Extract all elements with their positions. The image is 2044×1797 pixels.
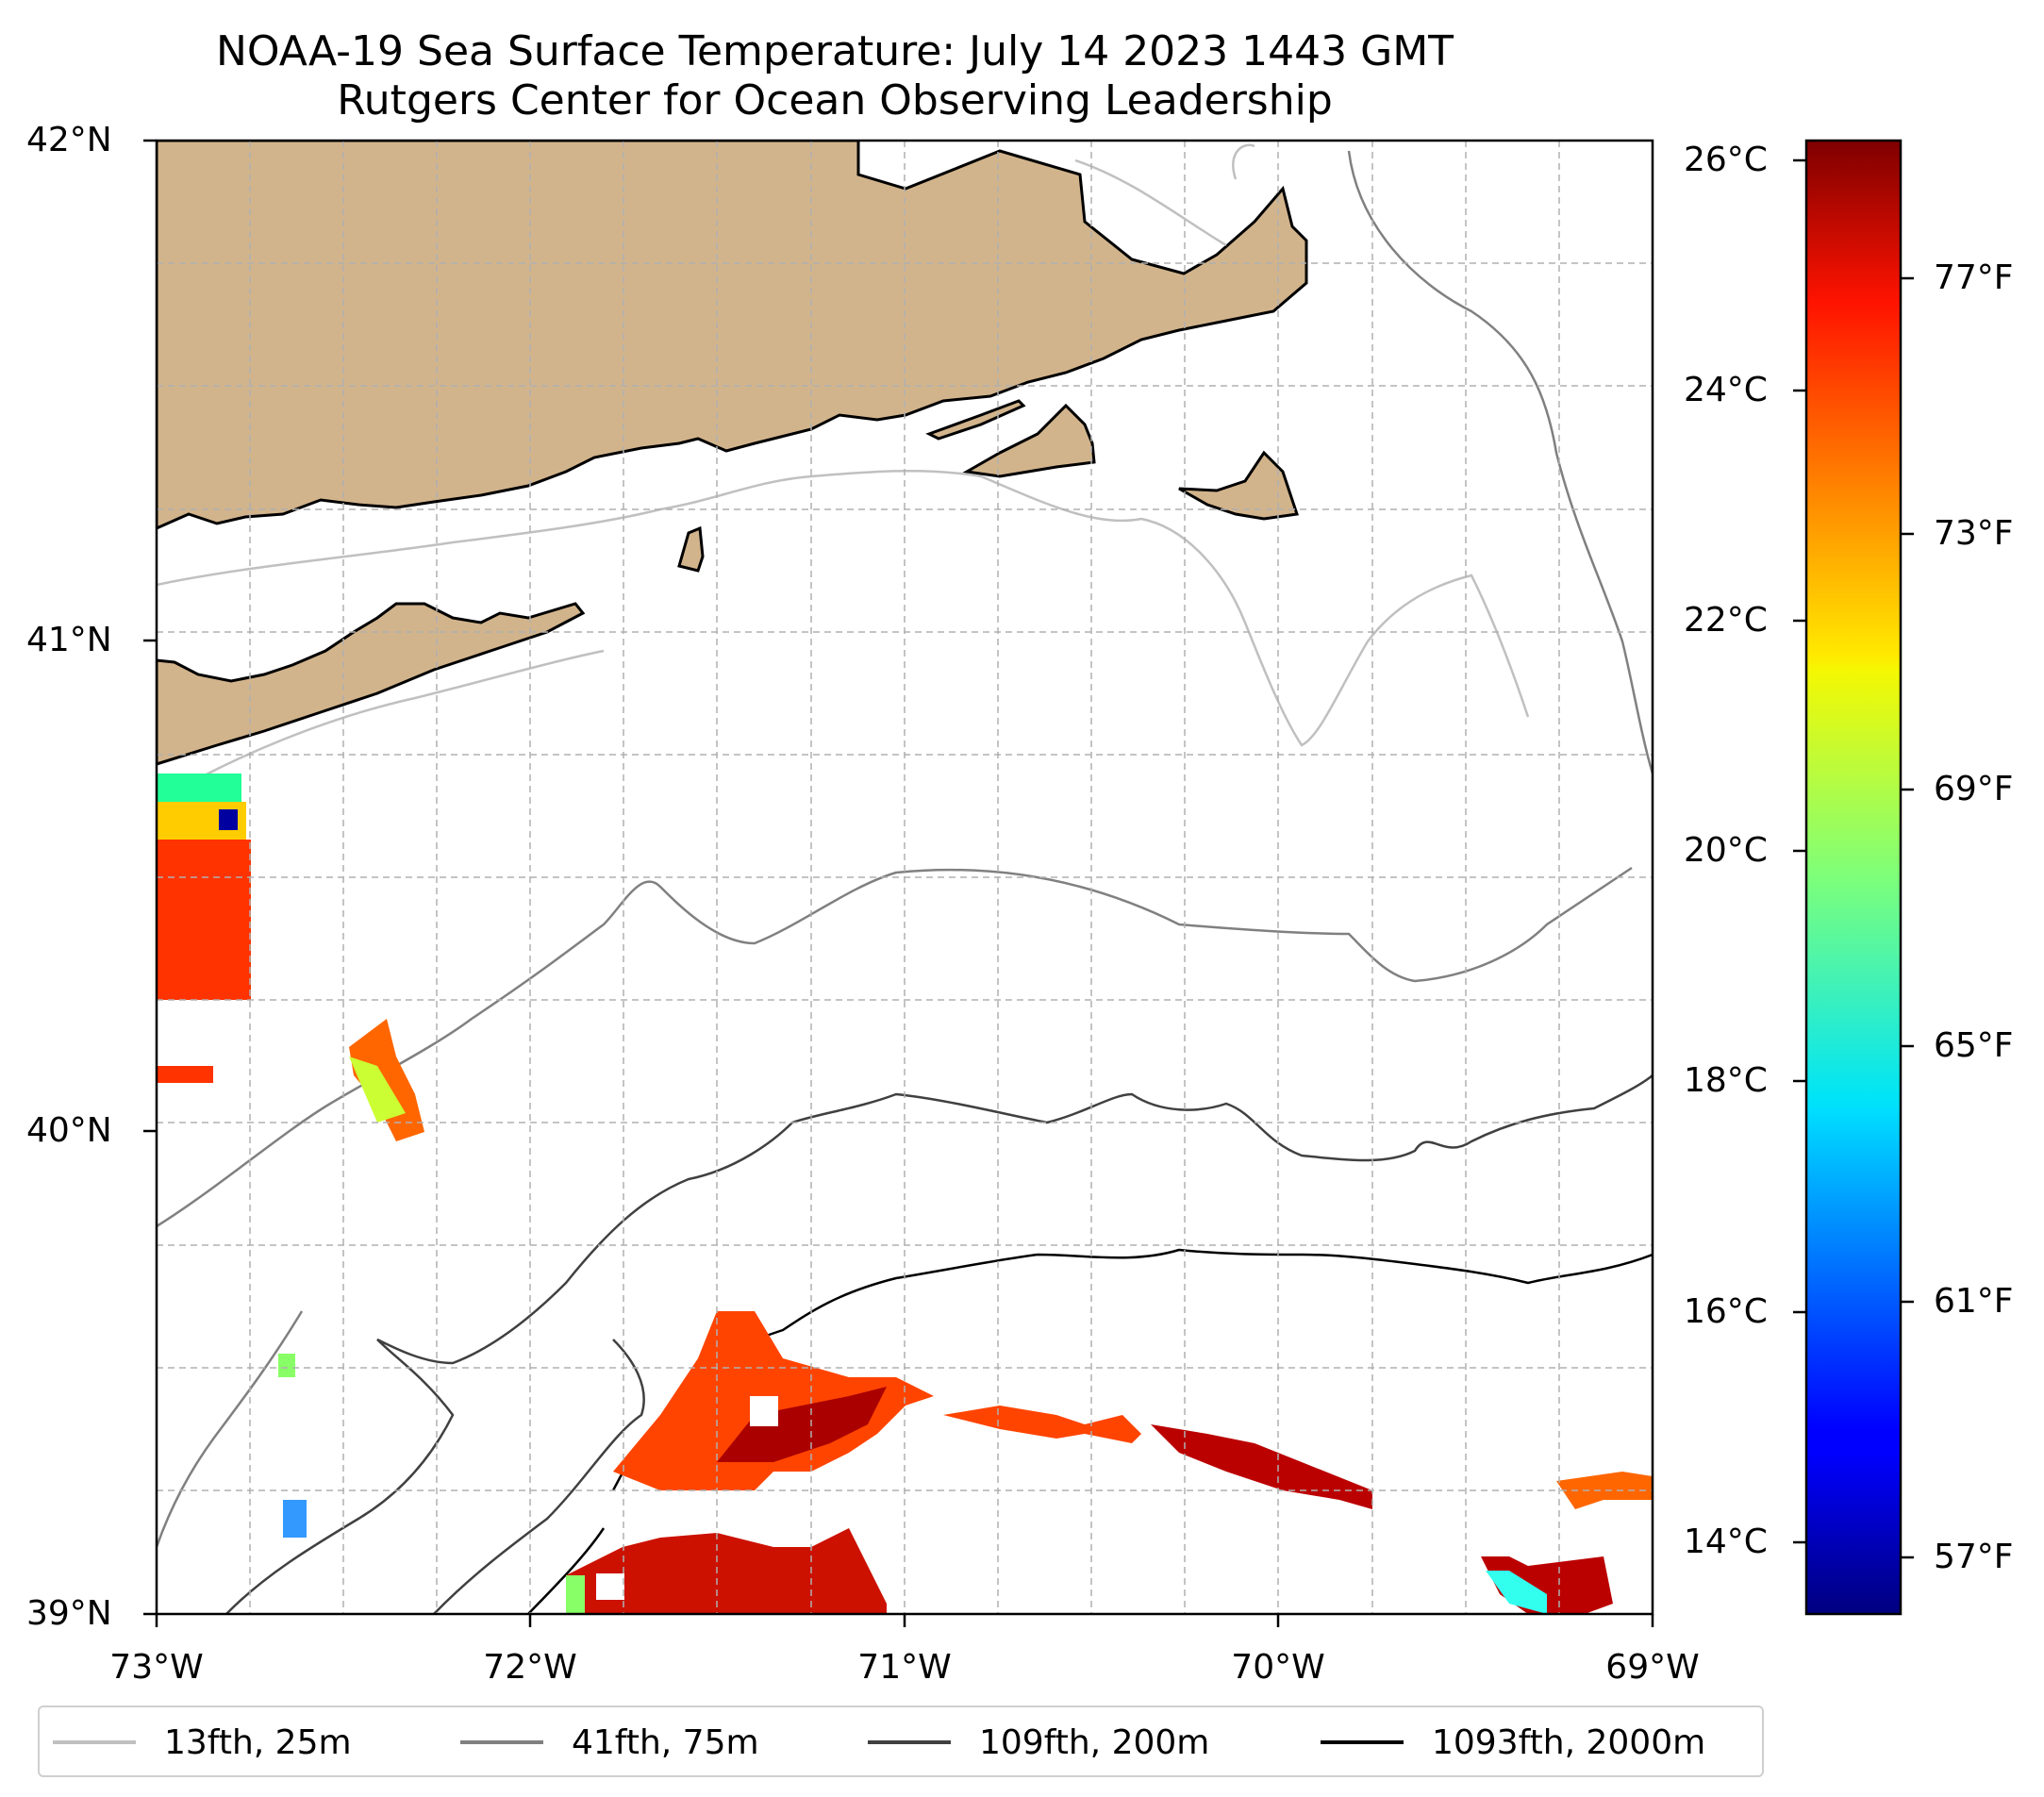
colorbar-celsius-label: 26°C	[1684, 141, 1768, 179]
land-connecticut-rhode-island	[157, 141, 1308, 530]
lat-tick-label: 42°N	[26, 121, 112, 159]
chart-title: NOAA-19 Sea Surface Temperature: July 14…	[215, 27, 1454, 75]
land-long-island	[157, 602, 586, 766]
legend-item-200m: 109fth, 200m	[868, 1721, 1209, 1764]
contour-25m	[157, 143, 1530, 804]
colorbar-fahrenheit-label: 57°F	[1934, 1538, 2014, 1576]
colorbar-fahrenheit-label: 73°F	[1934, 514, 2014, 553]
colorbar-fahrenheit-label: 77°F	[1934, 258, 2014, 297]
contour-75m	[157, 150, 1653, 1548]
colorbar-celsius-label: 22°C	[1684, 601, 1768, 640]
lat-tick-label: 39°N	[26, 1594, 112, 1633]
lon-tick-label: 69°W	[1605, 1648, 1700, 1687]
lat-tick-label: 40°N	[26, 1111, 112, 1150]
chart-subtitle: Rutgers Center for Ocean Observing Leade…	[337, 76, 1333, 125]
legend-item-75m: 41fth, 75m	[460, 1721, 759, 1764]
lat-tick-label: 41°N	[26, 621, 112, 659]
legend-label: 13fth, 25m	[164, 1722, 352, 1762]
contour-200m	[225, 1074, 1653, 1614]
colorbar	[1804, 139, 1903, 1616]
colorbar-fahrenheit-label: 65°F	[1934, 1026, 2014, 1065]
legend-item-25m: 13fth, 25m	[53, 1721, 352, 1764]
colorbar-fahrenheit-label: 61°F	[1934, 1282, 2014, 1321]
colorbar-celsius-label: 20°C	[1684, 831, 1768, 870]
lon-tick-label: 70°W	[1231, 1648, 1325, 1687]
sst-data	[157, 774, 1653, 1614]
legend-swatch	[53, 1740, 136, 1744]
lon-tick-label: 72°W	[483, 1648, 577, 1687]
lon-tick-label: 71°W	[857, 1648, 952, 1687]
land-block-island	[677, 525, 705, 573]
legend-swatch	[868, 1740, 951, 1744]
colorbar-fahrenheit-label: 69°F	[1934, 770, 2014, 808]
colorbar-celsius-label: 18°C	[1684, 1061, 1768, 1100]
colorbar-celsius-label: 16°C	[1684, 1292, 1768, 1331]
colorbar-celsius-label: 14°C	[1684, 1522, 1768, 1561]
land-elizabeth-islands	[925, 399, 1026, 441]
lon-tick-label: 73°W	[109, 1648, 204, 1687]
gridlines	[157, 141, 1653, 1614]
legend-swatch	[460, 1740, 543, 1744]
legend-label: 41fth, 75m	[572, 1722, 759, 1762]
legend-label: 1093fth, 2000m	[1432, 1722, 1706, 1762]
legend-item-2000m: 1093fth, 2000m	[1321, 1721, 1705, 1764]
depth-contour-legend: 13fth, 25m 41fth, 75m 109fth, 200m 1093f…	[38, 1705, 1764, 1777]
legend-swatch	[1321, 1740, 1404, 1744]
colorbar-celsius-label: 24°C	[1684, 371, 1768, 409]
legend-label: 109fth, 200m	[979, 1722, 1210, 1762]
